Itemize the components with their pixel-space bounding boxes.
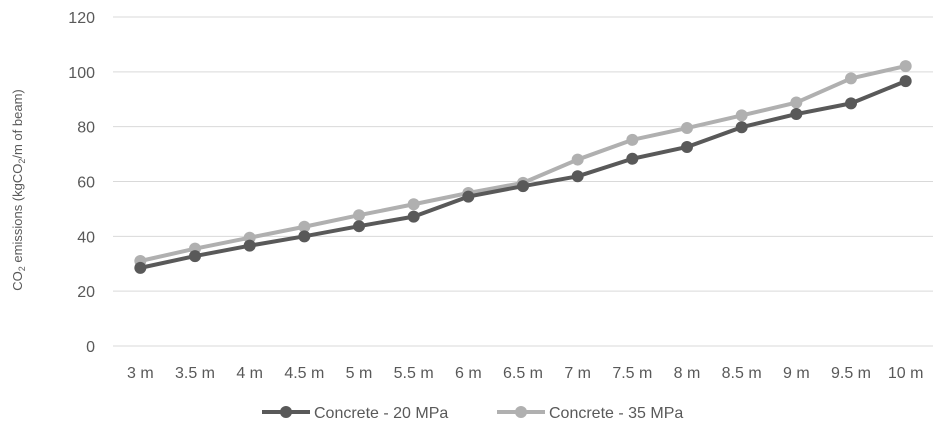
data-point-series-0 xyxy=(899,75,912,88)
x-tick-label: 10 m xyxy=(888,365,924,382)
x-tick-label: 8.5 m xyxy=(722,365,762,382)
data-point-series-0 xyxy=(681,140,693,153)
data-point-series-1 xyxy=(899,60,912,73)
x-tick-label: 5 m xyxy=(346,365,373,382)
data-point-series-1 xyxy=(681,122,693,135)
data-point-series-0 xyxy=(407,210,420,223)
y-axis-title-part: emissions (kgCO xyxy=(10,164,25,267)
series-line-1 xyxy=(139,64,907,263)
legend-marker-35mpa xyxy=(515,406,527,418)
legend-item-35mpa: Concrete - 35 MPa xyxy=(497,405,683,422)
data-point-series-1 xyxy=(298,220,311,233)
legend-label-20mpa: Concrete - 20 MPa xyxy=(314,405,448,422)
legend-marker-20mpa xyxy=(280,406,292,418)
data-point-series-0 xyxy=(134,261,147,274)
y-tick-label: 120 xyxy=(68,10,95,27)
x-axis-ticks: 3 m 3.5 m 4 m 4.5 m 5 m 5.5 m 6 m 6.5 m 7 m 7.5 m… xyxy=(127,365,923,382)
data-point-series-1 xyxy=(626,133,639,146)
data-point-series-1 xyxy=(790,96,803,109)
data-point-series-0 xyxy=(353,220,365,233)
data-point-series-0 xyxy=(790,108,803,121)
y-tick-label: 60 xyxy=(77,175,95,192)
y-axis-title-part: /m of beam) xyxy=(10,89,25,158)
data-point-series-0 xyxy=(462,190,475,203)
x-tick-label: 7.5 m xyxy=(612,365,652,382)
y-tick-label: 100 xyxy=(68,65,95,82)
x-tick-label: 4.5 m xyxy=(284,365,324,382)
data-point-series-0 xyxy=(189,250,201,263)
y-axis-ticks: 0 20 40 60 80 100 120 xyxy=(68,10,95,356)
legend-label-35mpa: Concrete - 35 MPa xyxy=(549,405,683,422)
data-point-series-0 xyxy=(571,170,584,183)
x-tick-label: 5.5 m xyxy=(394,365,434,382)
series-layer xyxy=(134,60,912,274)
x-tick-label: 4 m xyxy=(236,365,263,382)
data-point-series-1 xyxy=(407,198,420,211)
data-point-series-0 xyxy=(845,97,857,110)
y-axis-title-part: CO xyxy=(10,271,25,291)
x-tick-label: 8 m xyxy=(674,365,701,382)
data-point-series-1 xyxy=(845,72,857,85)
data-point-series-0 xyxy=(243,239,256,252)
data-point-series-0 xyxy=(735,121,748,134)
legend-item-20mpa: Concrete - 20 MPa xyxy=(262,405,448,422)
data-point-series-1 xyxy=(353,209,365,222)
x-tick-label: 9 m xyxy=(783,365,810,382)
data-point-series-1 xyxy=(571,153,584,166)
y-tick-label: 40 xyxy=(77,229,95,246)
data-point-series-0 xyxy=(517,180,529,193)
y-tick-label: 80 xyxy=(77,120,95,137)
x-tick-label: 9.5 m xyxy=(831,365,871,382)
y-axis-title-subscript: 2 xyxy=(17,159,27,164)
y-tick-label: 0 xyxy=(86,339,95,356)
x-tick-label: 6.5 m xyxy=(503,365,543,382)
y-tick-label: 20 xyxy=(77,284,95,301)
y-axis-title: CO2 emissions (kgCO2/m of beam) xyxy=(10,89,27,290)
x-tick-label: 3 m xyxy=(127,365,154,382)
data-point-series-1 xyxy=(735,109,748,122)
data-point-series-0 xyxy=(626,152,639,165)
y-axis-title-subscript: 2 xyxy=(17,266,27,271)
x-tick-label: 6 m xyxy=(455,365,482,382)
data-point-series-0 xyxy=(298,230,311,243)
legend: Concrete - 20 MPa Concrete - 35 MPa xyxy=(262,405,683,422)
x-tick-label: 7 m xyxy=(564,365,591,382)
x-tick-label: 3.5 m xyxy=(175,365,215,382)
